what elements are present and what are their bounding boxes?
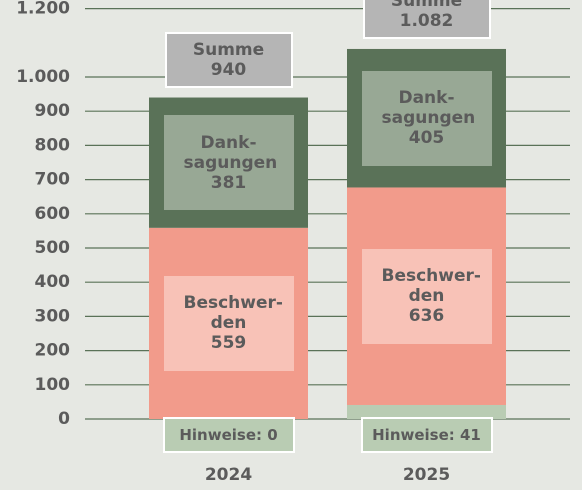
x-tick-label: 2025: [403, 465, 450, 485]
y-tick-label: 300: [35, 306, 71, 326]
y-tick-label: 900: [35, 101, 71, 121]
segment-label: Beschwer-den 559: [163, 275, 294, 371]
segment-label: Dank-sagungen 405: [361, 70, 492, 166]
label-text: Beschwer-den: [381, 266, 481, 307]
label-text: 405: [408, 128, 445, 149]
bottom-label: Hinweise: 0: [162, 417, 295, 453]
y-tick-label: 1.000: [16, 67, 70, 87]
label-text: 1.082: [399, 10, 454, 31]
y-tick-label: 100: [35, 375, 71, 395]
label-text: Summe: [192, 39, 265, 60]
label-text: 559: [210, 333, 247, 354]
y-tick-label: 500: [35, 238, 71, 258]
y-tick-label: 600: [35, 204, 71, 224]
label-text: Beschwer-den: [183, 293, 283, 334]
segment-label: Beschwer-den 636: [361, 248, 492, 344]
total-label: Summe 940: [164, 31, 293, 88]
label-text: Dank-sagungen: [183, 132, 278, 173]
label-text: Hinweise: 41: [372, 426, 481, 444]
x-tick-label: 2024: [205, 465, 252, 485]
bottom-label: Hinweise: 41: [360, 417, 493, 453]
label-text: 381: [210, 172, 247, 193]
label-text: Summe: [390, 0, 463, 11]
y-tick-label: 200: [35, 341, 71, 361]
label-text: Dank-sagungen: [381, 88, 476, 129]
y-tick-label: 1.200: [16, 0, 70, 19]
bar-segment: [347, 404, 506, 419]
y-tick-label: 0: [58, 409, 70, 429]
label-text: 636: [408, 306, 445, 327]
label-text: 940: [210, 59, 247, 80]
total-label: Summe 1.082: [362, 0, 491, 39]
label-text: Hinweise: 0: [179, 426, 278, 444]
y-tick-label: 400: [35, 272, 71, 292]
segment-label: Dank-sagungen 381: [163, 115, 294, 211]
y-tick-label: 800: [35, 135, 71, 155]
y-tick-label: 700: [35, 170, 71, 190]
